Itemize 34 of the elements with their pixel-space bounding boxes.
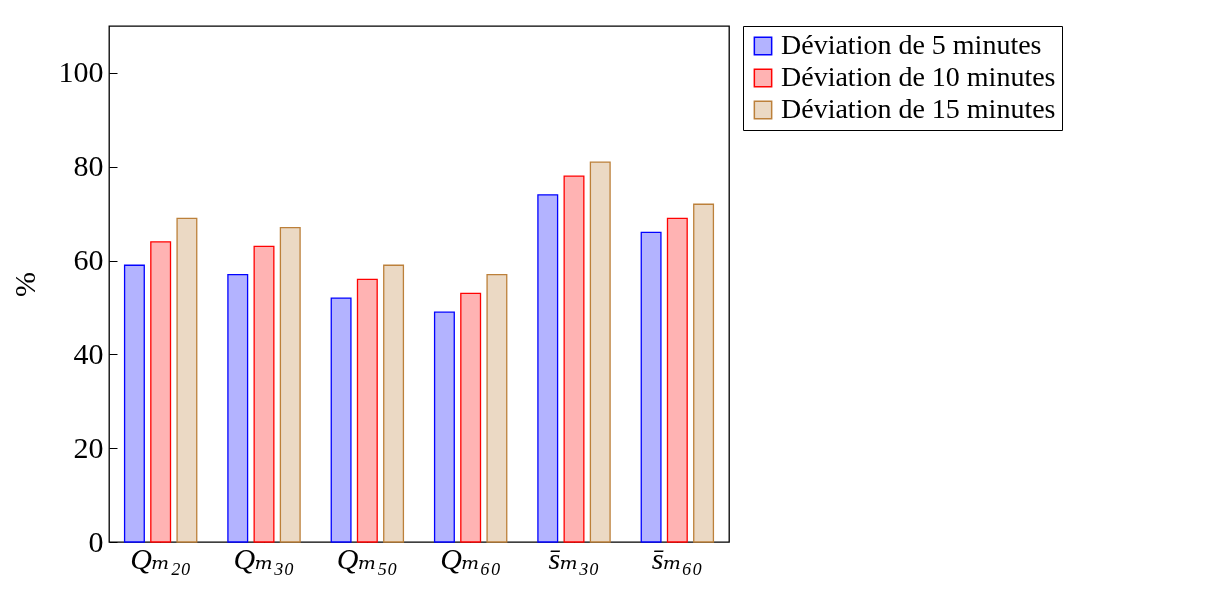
bar <box>176 217 198 543</box>
bar <box>460 292 482 543</box>
bar <box>330 297 352 543</box>
bar <box>666 217 688 543</box>
x-tick-label: Qₘ₆₀ <box>440 541 502 575</box>
bar <box>253 245 275 543</box>
legend-label: Déviation de 15 minutes <box>781 93 1056 124</box>
y-tick-label: 0 <box>88 524 104 558</box>
y-axis-title: % <box>7 272 41 297</box>
bar <box>123 264 145 543</box>
bar <box>537 194 559 543</box>
x-tick-label: s̄ₘ₆₀ <box>651 541 703 575</box>
y-tick-label: 40 <box>73 336 104 370</box>
bar <box>433 311 455 543</box>
bar <box>383 264 405 543</box>
bar <box>563 175 585 543</box>
bar <box>589 161 611 543</box>
legend-label: Déviation de 10 minutes <box>781 61 1056 92</box>
legend-label: Déviation de 5 minutes <box>781 29 1042 60</box>
y-tick-label: 80 <box>73 149 104 183</box>
bar <box>693 203 715 543</box>
bar <box>486 273 508 543</box>
x-tick-label: Qₘ₃₀ <box>233 541 295 575</box>
x-tick-label: s̄ₘ₃₀ <box>548 541 600 575</box>
y-tick-label: 100 <box>58 55 104 89</box>
bar <box>150 241 172 543</box>
bar <box>640 231 662 543</box>
bar <box>227 273 249 543</box>
y-tick-label: 60 <box>73 243 104 277</box>
bar <box>279 227 301 543</box>
bar <box>356 278 378 543</box>
x-tick-label: Qₘ₂₀ <box>130 541 192 575</box>
x-tick-label: Qₘ₅₀ <box>336 541 398 575</box>
y-tick-label: 20 <box>73 430 104 464</box>
